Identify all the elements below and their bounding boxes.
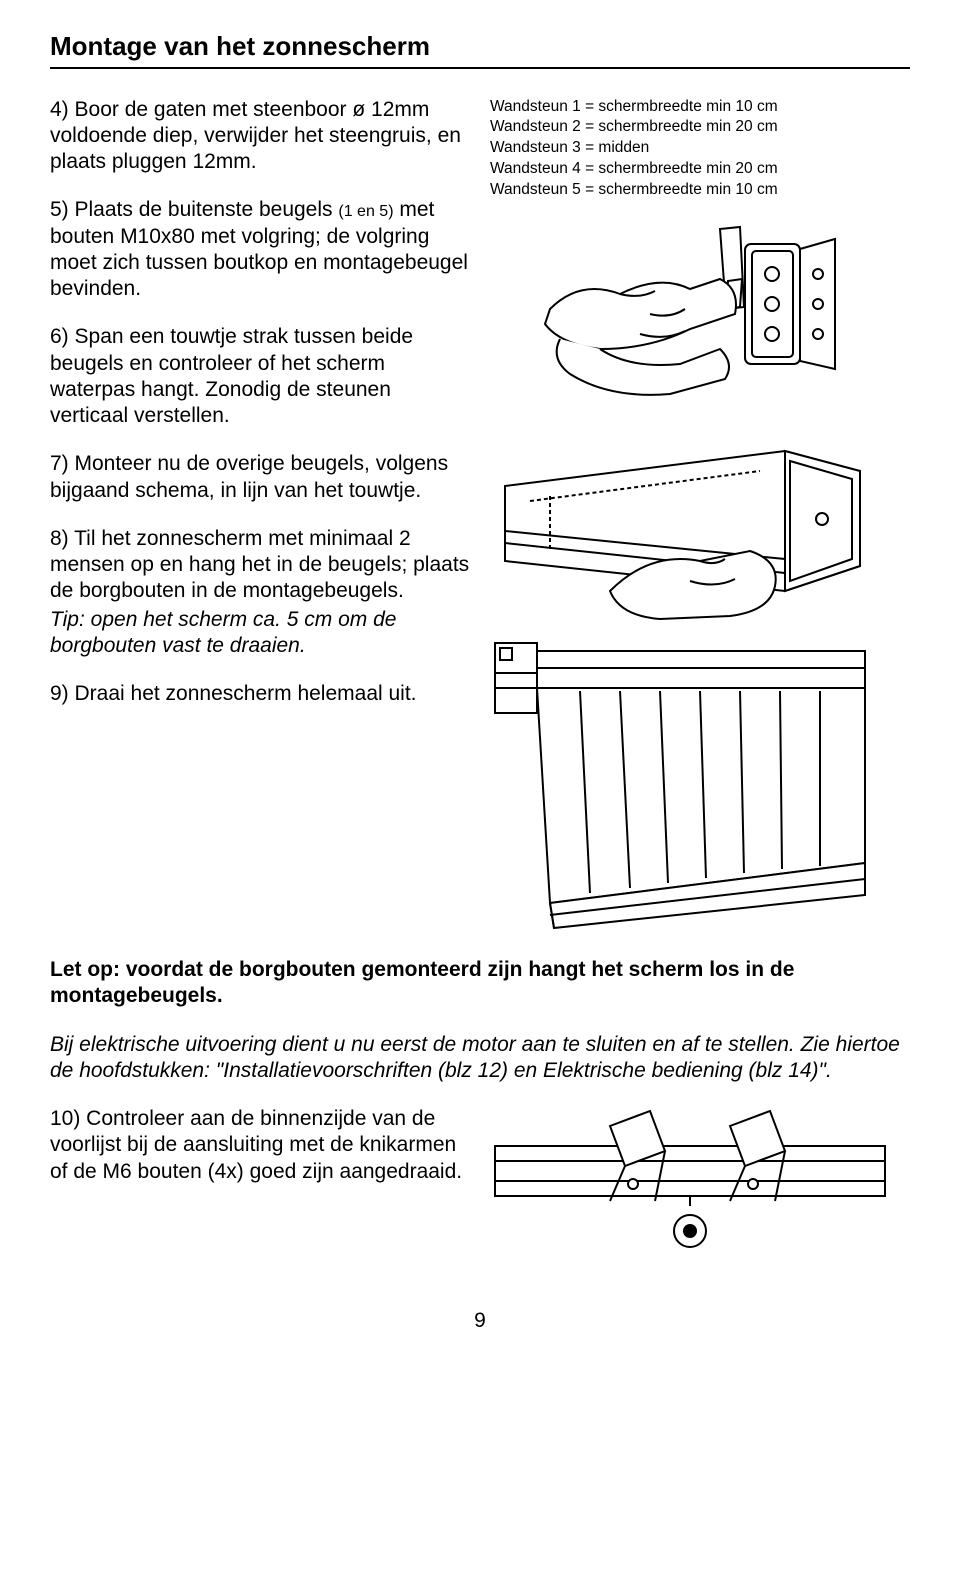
paragraph-8-tip: Tip: open het scherm ca. 5 cm om de borg…: [50, 607, 470, 660]
legend-line-3: Wandsteun 3 = midden: [490, 138, 910, 159]
page-title: Montage van het zonnescherm: [50, 30, 910, 69]
awning-extended-svg: [490, 633, 870, 933]
left-column: 4) Boor de gaten met steenboor ø 12mm vo…: [50, 97, 470, 946]
illustration-front-bar-bolts: [490, 1106, 910, 1256]
paragraph-7: 7) Monteer nu de overige beugels, volgen…: [50, 451, 470, 504]
right-column: Wandsteun 1 = schermbreedte min 10 cm Wa…: [490, 97, 910, 946]
cassette-hand-svg: [490, 431, 870, 621]
bottom-right: [490, 1106, 910, 1268]
legend-line-2: Wandsteun 2 = schermbreedte min 20 cm: [490, 117, 910, 138]
paragraph-6: 6) Span een touwtje strak tussen beide b…: [50, 324, 470, 429]
wall-bracket-legend: Wandsteun 1 = schermbreedte min 10 cm Wa…: [490, 97, 910, 202]
legend-line-4: Wandsteun 4 = schermbreedte min 20 cm: [490, 159, 910, 180]
bottom-two-col: 10) Controleer aan de binnenzijde van de…: [50, 1106, 910, 1268]
paragraph-9: 9) Draai het zonnescherm helemaal uit.: [50, 681, 470, 707]
paragraph-10: 10) Controleer aan de binnenzijde van de…: [50, 1106, 470, 1185]
paragraph-5: 5) Plaats de buitenste beugels (1 en 5) …: [50, 197, 470, 302]
legend-line-1: Wandsteun 1 = schermbreedte min 10 cm: [490, 97, 910, 118]
legend-line-5: Wandsteun 5 = schermbreedte min 10 cm: [490, 180, 910, 201]
p5-part-a: 5) Plaats de buitenste beugels: [50, 198, 338, 221]
illustration-drill-bracket: [490, 219, 910, 419]
electric-paragraph: Bij elektrische uitvoering dient u nu ee…: [50, 1032, 910, 1085]
page-number: 9: [50, 1308, 910, 1334]
illustration-cassette-hand: [490, 431, 910, 621]
bottom-left: 10) Controleer aan de binnenzijde van de…: [50, 1106, 470, 1268]
paragraph-8: 8) Til het zonnescherm met minimaal 2 me…: [50, 526, 470, 605]
paragraph-4: 4) Boor de gaten met steenboor ø 12mm vo…: [50, 97, 470, 176]
warning-paragraph: Let op: voordat de borgbouten gemonteerd…: [50, 957, 910, 1010]
drill-bracket-svg: [490, 219, 870, 419]
illustration-awning-extended: [490, 633, 910, 933]
p5-sub: (1 en 5): [338, 203, 393, 220]
front-bar-bolts-svg: [490, 1106, 890, 1256]
two-column-layout: 4) Boor de gaten met steenboor ø 12mm vo…: [50, 97, 910, 946]
